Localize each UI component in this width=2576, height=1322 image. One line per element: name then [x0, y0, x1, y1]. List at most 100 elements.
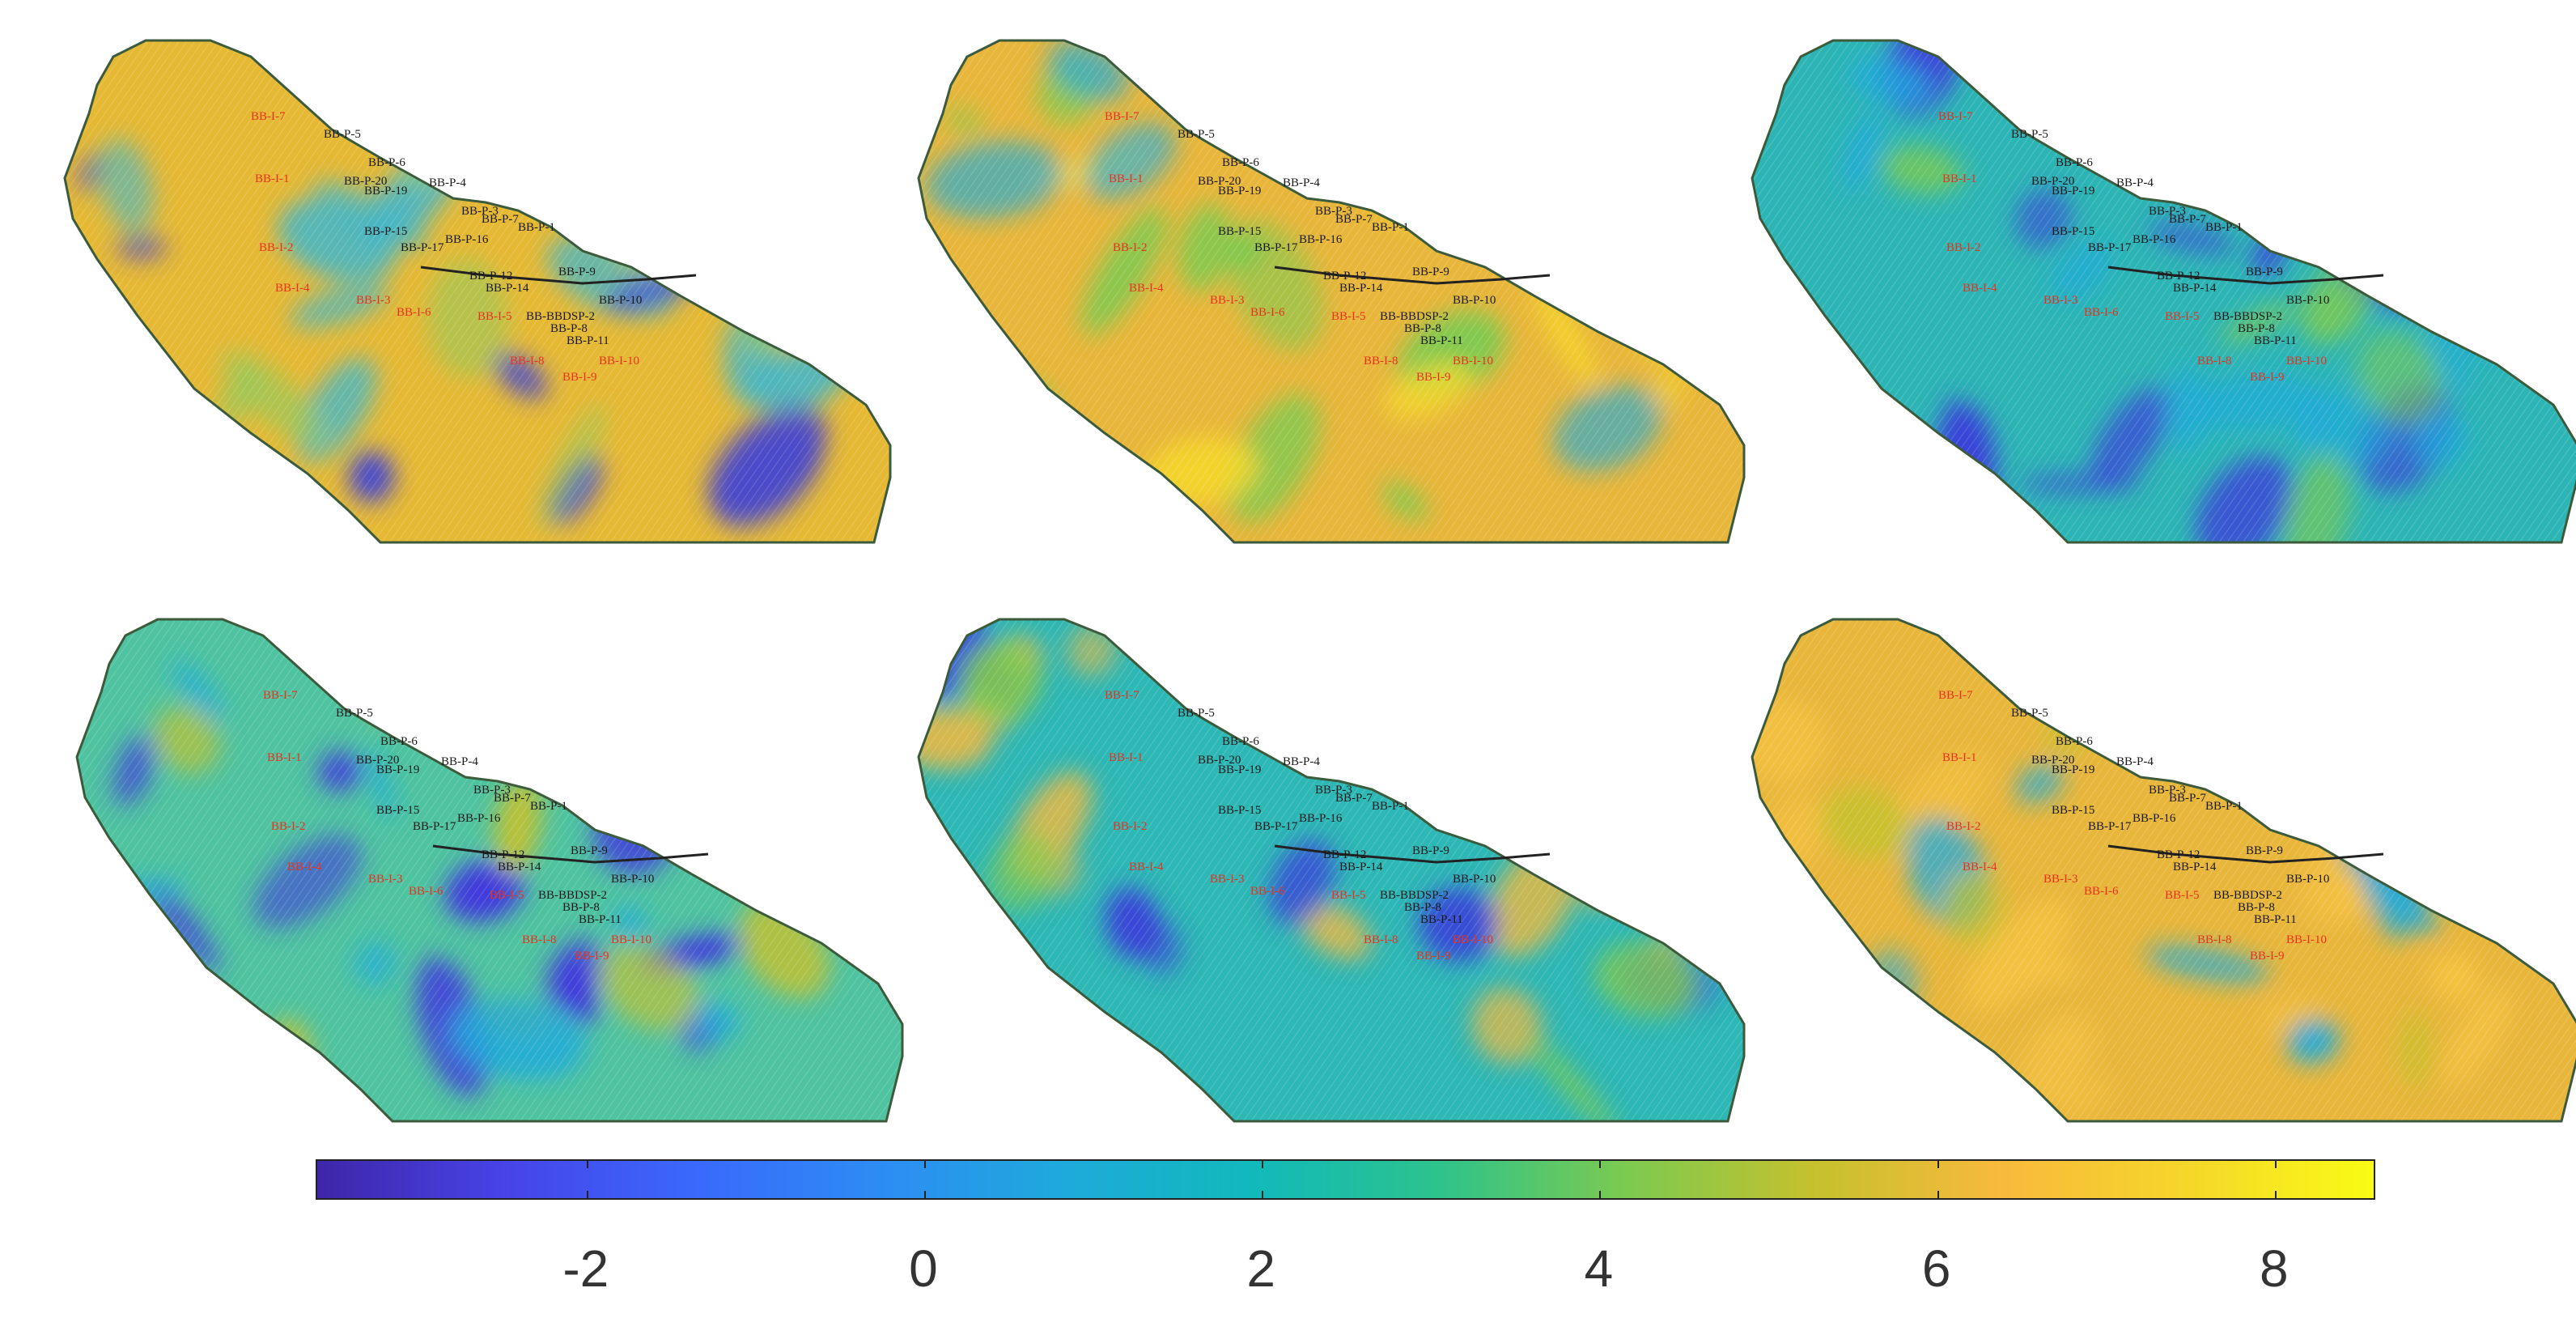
field-patch [1594, 731, 1689, 770]
producer-well-label: BB-P-9 [1412, 266, 1449, 278]
producer-well-label: BB-P-19 [2052, 763, 2094, 776]
producer-well-label: BB-P-3 [1315, 784, 1352, 797]
colorbar-tick [1937, 1161, 1939, 1168]
field-patch [681, 134, 750, 206]
fault-line [1274, 266, 1551, 285]
field-boundary [75, 618, 904, 1123]
producer-well-label: BB-P-16 [457, 812, 501, 825]
raster-lines [919, 619, 1744, 1121]
producer-well-label: BB-BBDSP-2 [2213, 310, 2282, 323]
injector-well-label: BB-I-4 [1963, 861, 1997, 874]
injector-well-label: BB-I-7 [1938, 689, 1973, 702]
injector-well-label: BB-I-7 [1105, 110, 1139, 123]
injector-well-label: BB-I-8 [510, 355, 545, 368]
producer-well-label: BB-BBDSP-2 [526, 310, 595, 323]
field-patch [842, 865, 892, 914]
producer-well-label: BB-P-14 [1339, 861, 1383, 874]
colorbar-tick [1262, 1191, 1264, 1198]
producer-well-label: BB-P-10 [2286, 294, 2329, 307]
colorbar-gradient [317, 1161, 2374, 1198]
injector-well-label: BB-I-1 [1109, 751, 1144, 764]
field-patch [1590, 810, 1632, 877]
field-patch [1851, 1022, 1911, 1100]
injector-well-label: BB-I-6 [2084, 306, 2119, 319]
injector-well-label: BB-I-2 [271, 820, 306, 833]
producer-well-label: BB-P-19 [1218, 763, 1261, 776]
injector-well-label: BB-I-3 [2043, 873, 2078, 886]
producer-well-label: BB-P-6 [2056, 156, 2093, 169]
injector-well-label: BB-I-5 [2165, 889, 2200, 902]
producer-well-label: BB-P-4 [2116, 176, 2154, 189]
producer-well-label: BB-P-17 [1254, 241, 1298, 254]
injector-well-label: BB-I-6 [397, 306, 431, 319]
field-patch [1434, 781, 1564, 809]
producer-well-label: BB-P-20 [344, 175, 387, 188]
map-svg: BB-P-5BB-P-6BB-P-20BB-P-19BB-P-4BB-P-3BB… [917, 618, 1746, 1123]
injector-well-label: BB-I-10 [1453, 933, 1493, 946]
producer-well-label: BB-P-15 [376, 804, 419, 817]
injector-well-label: BB-I-5 [477, 310, 512, 323]
producer-well-label: BB-P-6 [368, 156, 405, 169]
field-patch [2113, 633, 2199, 683]
injector-well-label: BB-I-7 [251, 110, 286, 123]
field-boundary [63, 39, 892, 544]
field-raster [919, 619, 1744, 1121]
injector-well-label: BB-I-6 [1250, 306, 1285, 319]
producer-well-label: BB-P-14 [2173, 282, 2217, 295]
field-patch [1470, 89, 1518, 170]
field-patch [1222, 63, 1290, 136]
producer-well-label: BB-P-9 [2246, 844, 2283, 857]
fault-line [2107, 844, 2384, 864]
injector-well-label: BB-I-1 [267, 751, 302, 764]
injector-well-label: BB-I-7 [1105, 689, 1139, 702]
producer-well-label: BB-P-12 [1323, 270, 1366, 283]
producer-well-label: BB-P-15 [2052, 225, 2094, 238]
producer-well-label: BB-P-14 [486, 282, 529, 295]
injector-well-label: BB-I-3 [2043, 294, 2078, 307]
field-patch [457, 98, 504, 171]
field-patch [761, 49, 814, 117]
producer-well-label: BB-P-3 [2149, 784, 2186, 797]
producer-well-label: BB-P-11 [2254, 334, 2297, 347]
producer-well-label: BB-P-19 [2052, 185, 2094, 198]
producer-well-label: BB-P-8 [550, 322, 588, 335]
field-patch [787, 188, 834, 298]
field-patch [1190, 40, 1296, 112]
producer-well-label: BB-P-16 [2133, 233, 2176, 246]
producer-well-label: BB-P-6 [380, 735, 418, 748]
raster-lines [1752, 619, 2576, 1121]
producer-well-label: BB-P-7 [1335, 213, 1373, 226]
injector-well-label: BB-I-3 [1210, 873, 1245, 886]
colorbar-tick-label: 2 [1246, 1239, 1275, 1298]
producer-well-label: BB-BBDSP-2 [2213, 889, 2282, 902]
producer-well-label: BB-P-20 [1198, 754, 1241, 767]
producer-well-label: BB-P-5 [324, 128, 361, 141]
field-boundary [1751, 618, 2576, 1123]
injector-well-label: BB-I-3 [368, 873, 403, 886]
producer-well-label: BB-P-16 [1299, 233, 1343, 246]
injector-well-label: BB-I-3 [1210, 294, 1245, 307]
producer-well-label: BB-P-11 [2254, 913, 2297, 926]
field-patch [1568, 782, 1608, 821]
producer-well-label: BB-P-15 [1218, 225, 1261, 238]
producer-well-label: BB-P-20 [356, 754, 399, 767]
injector-well-label: BB-I-5 [2165, 310, 2200, 323]
injector-well-label: BB-I-7 [263, 689, 298, 702]
injector-well-label: BB-I-8 [2197, 933, 2232, 946]
colorbar [316, 1159, 2375, 1200]
field-patch [2167, 619, 2247, 678]
injector-well-label: BB-I-2 [1946, 241, 1981, 254]
field-patch [2519, 54, 2563, 95]
injector-well-label: BB-I-9 [1416, 371, 1451, 384]
producer-well-label: BB-P-11 [579, 913, 622, 926]
field-patch [1752, 404, 1819, 495]
colorbar-tick [1599, 1191, 1602, 1198]
field-boundary [1751, 39, 2576, 544]
producer-well-label: BB-P-1 [2205, 800, 2243, 813]
field-patch [1550, 754, 1616, 880]
producer-well-label: BB-P-1 [530, 800, 567, 813]
producer-well-label: BB-BBDSP-2 [1380, 310, 1449, 323]
map-svg: BB-P-5BB-P-6BB-P-20BB-P-19BB-P-4BB-P-3BB… [63, 39, 892, 544]
field-patch [1752, 1027, 1879, 1087]
colorbar-tick [1599, 1161, 1602, 1168]
